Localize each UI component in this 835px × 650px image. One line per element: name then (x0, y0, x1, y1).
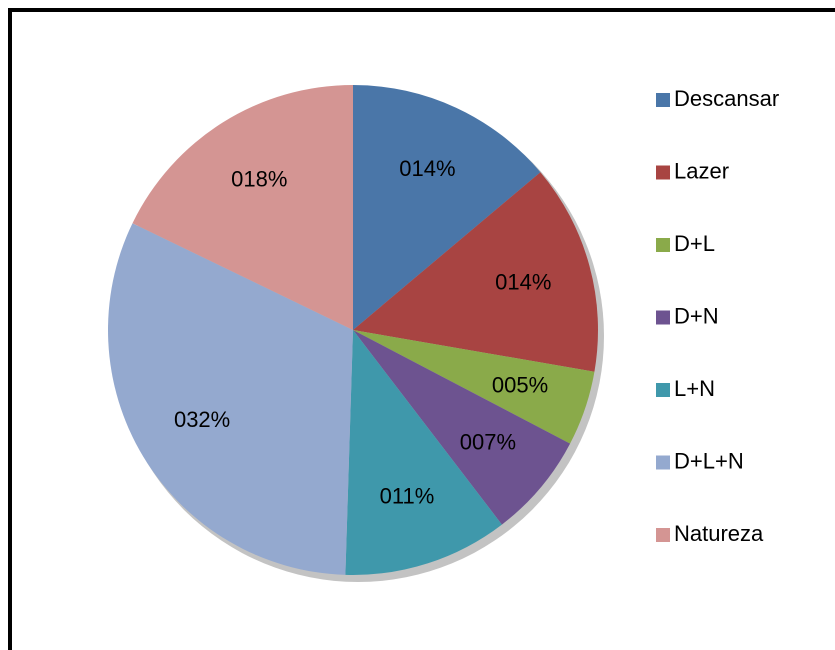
legend: Descansar Lazer D+L D+N L+N D+L+N Natureza (656, 86, 779, 546)
data-label: 014% (399, 156, 455, 181)
data-label: 007% (460, 429, 516, 454)
data-label: 032% (174, 407, 230, 432)
legend-swatch (656, 528, 670, 542)
legend-label: Descansar (674, 86, 779, 111)
pie-slice (132, 85, 353, 330)
legend-label: D+N (674, 303, 719, 328)
legend-swatch (656, 455, 670, 470)
legend-label: D+L (674, 231, 715, 256)
data-label: 005% (492, 372, 548, 397)
legend-label: Lazer (674, 158, 729, 183)
data-labels: 014% 014% 005% 007% 011% 032% 018% (174, 156, 551, 509)
legend-swatch (656, 165, 670, 180)
pie-slice (353, 330, 571, 525)
pie (108, 85, 598, 575)
data-label: 018% (231, 166, 287, 191)
legend-swatch (656, 310, 670, 325)
pie-slice (345, 330, 502, 575)
pie-slice (353, 172, 598, 372)
legend-swatch (656, 383, 670, 397)
legend-swatch (656, 238, 670, 252)
legend-label: D+L+N (674, 448, 744, 473)
pie-slice (353, 330, 595, 444)
data-label: 014% (495, 270, 551, 295)
data-label: 011% (380, 484, 435, 509)
legend-label: Natureza (674, 521, 764, 546)
pie-slice (108, 223, 353, 575)
legend-label: L+N (674, 376, 715, 401)
pie-slice (353, 85, 541, 330)
legend-swatch (656, 93, 670, 107)
